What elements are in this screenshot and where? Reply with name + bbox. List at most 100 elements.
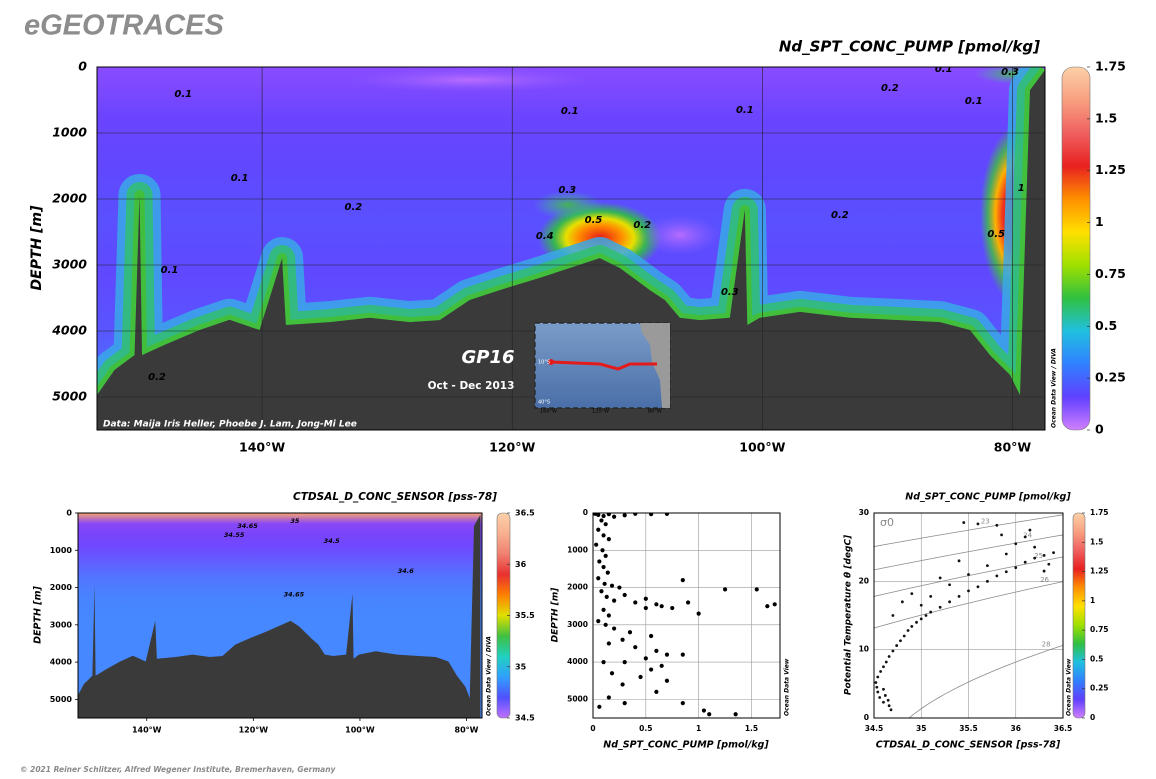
data-point xyxy=(967,589,970,593)
colorbar-label: 1.75 xyxy=(1095,59,1126,74)
y-axis-title: DEPTH [m] xyxy=(551,587,561,643)
data-point xyxy=(887,704,891,708)
data-point xyxy=(1042,569,1046,573)
contour-label: 34.65 xyxy=(284,590,305,598)
contour-label: 0.1 xyxy=(935,64,953,75)
colorbar-label: 0.75 xyxy=(1090,625,1109,634)
isopycnal-label: 24 xyxy=(1023,531,1032,539)
data-point xyxy=(886,698,890,702)
contour-label: 0.1 xyxy=(231,173,249,184)
plot-background xyxy=(593,513,780,718)
colorbar xyxy=(1061,66,1091,431)
data-point xyxy=(664,678,670,683)
y-tick-label: 10 xyxy=(859,645,869,654)
x-tick-label: 140°W xyxy=(132,726,162,735)
data-point xyxy=(620,637,625,642)
data-point xyxy=(649,633,654,639)
data-point xyxy=(701,708,707,713)
contour-label: 34.5 xyxy=(324,537,341,545)
plot-area: 0.1 0.1 0.2 0.1 0.2 0.1 0.3 0.5 0.4 0.2 0.1 0.2 0.1 0… xyxy=(97,64,1045,430)
contour-label: 1 xyxy=(1018,183,1025,194)
y-axis-title: DEPTH [m] xyxy=(29,205,45,291)
colorbar-label: 1.75 xyxy=(1090,508,1109,517)
data-point xyxy=(1033,556,1037,560)
data-point xyxy=(915,620,918,624)
y-tick-label: 1000 xyxy=(50,546,73,555)
data-point xyxy=(603,622,608,627)
data-point xyxy=(606,613,611,618)
x-tick-label: 80°W xyxy=(994,440,1032,455)
x-tick-label: 100°W xyxy=(345,726,375,735)
data-point xyxy=(664,513,670,517)
field-feature xyxy=(350,68,590,92)
logo: eGEOTRACES xyxy=(24,10,224,42)
data-credit: Data: Maija Iris Heller, Phoebe J. Lam, … xyxy=(103,420,357,430)
colorbar-label: 1.5 xyxy=(1095,110,1117,125)
data-point xyxy=(685,600,691,605)
x-tick-label: 100°W xyxy=(739,440,785,455)
y-tick-label: 1000 xyxy=(567,545,588,554)
data-point xyxy=(612,626,617,631)
data-point xyxy=(596,513,601,517)
y-tick-label: 4000 xyxy=(50,658,73,667)
data-point xyxy=(606,695,611,700)
data-point xyxy=(906,629,910,632)
data-point xyxy=(597,704,602,709)
plot-frame xyxy=(77,512,483,719)
data-point xyxy=(883,694,887,697)
y-tick-label: 2000 xyxy=(50,583,73,592)
data-point xyxy=(649,667,654,672)
colorbar-label: 0.5 xyxy=(1095,318,1117,333)
y-axis-title: Potential Temperature θ [degC] xyxy=(844,534,854,695)
contour-label: 0.1 xyxy=(561,106,579,117)
colorbar-label: 34.5 xyxy=(515,714,535,723)
x-tick-label: 1 xyxy=(696,724,701,733)
y-tick-label: 4000 xyxy=(51,323,87,338)
data-point xyxy=(603,522,608,527)
inset-map: 10°S 40°S 160°W 120°W 80°W xyxy=(534,322,671,415)
y-tick-label: 30 xyxy=(859,508,869,517)
data-point xyxy=(680,652,685,657)
data-point xyxy=(600,548,605,553)
data-point xyxy=(1052,551,1055,555)
colorbar-label: 36.5 xyxy=(515,509,535,518)
data-point xyxy=(596,576,601,581)
field-feature xyxy=(533,191,603,219)
annotations: Nd_SPT_CONC_PUMP [pmol/kg] DEPTH [m] GP1… xyxy=(29,38,1071,751)
data-point xyxy=(622,659,627,665)
x-tick-label: 36.5 xyxy=(1054,724,1073,733)
contour-label: 0.5 xyxy=(987,229,1005,240)
plot-frame xyxy=(96,66,1046,431)
data-point xyxy=(1047,562,1051,566)
contour-label: 0.1 xyxy=(161,265,179,276)
colorbar-label: 1.25 xyxy=(1090,567,1109,576)
x-tick-label: 140°W xyxy=(239,440,285,455)
x-tick-label: 0.5 xyxy=(639,724,652,733)
y-tick-label: 5000 xyxy=(52,389,87,404)
data-point xyxy=(638,674,643,680)
inset-track xyxy=(550,360,657,371)
x-tick-label: 0 xyxy=(590,724,595,733)
cruise-dates: Oct - Dec 2013 xyxy=(428,380,515,392)
data-point xyxy=(593,513,598,516)
contour-label: 0.1 xyxy=(965,96,983,107)
data-point xyxy=(884,660,888,664)
isopycnal xyxy=(874,581,1063,629)
data-point xyxy=(976,522,980,526)
data-point xyxy=(882,687,885,691)
data-point xyxy=(882,700,885,704)
chart-title: Nd_SPT_CONC_PUMP [pmol/kg] xyxy=(905,492,1071,503)
colorbar-label: 0.25 xyxy=(1090,684,1109,693)
data-point xyxy=(900,600,904,604)
data-point xyxy=(603,553,608,558)
data-point xyxy=(659,604,664,609)
y-tick-label: 0 xyxy=(864,713,869,722)
x-tick-label: 120°W xyxy=(489,440,535,455)
data-point xyxy=(680,700,685,706)
data-point xyxy=(649,513,654,517)
data-point xyxy=(606,536,611,542)
contour-label: 0.5 xyxy=(585,215,603,226)
y-tick-label: 4000 xyxy=(567,657,588,666)
data-point xyxy=(627,630,633,635)
